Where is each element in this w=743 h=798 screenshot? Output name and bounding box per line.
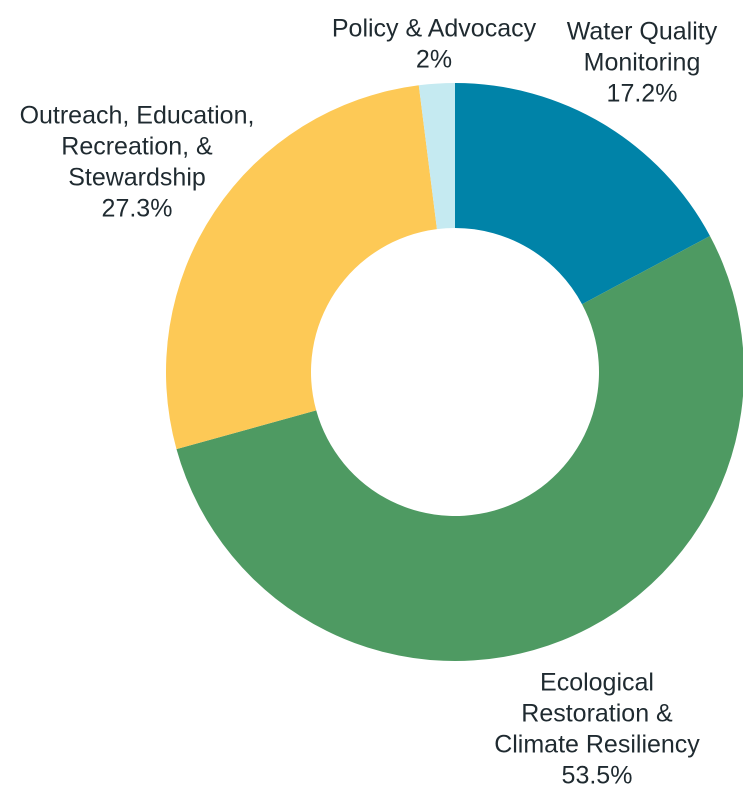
category-label-water-quality-monitoring: Monitoring xyxy=(584,49,701,77)
value-label-policy-advocacy: 2% xyxy=(416,46,452,74)
label-ecological-restoration: Ecological Restoration & Climate Resilienc… xyxy=(494,669,700,790)
slices-layer xyxy=(165,83,743,661)
category-label-water-quality-monitoring: Water Quality xyxy=(567,18,718,46)
slice-outreach-education xyxy=(165,85,437,450)
category-label-outreach-education: Recreation, & xyxy=(61,133,213,161)
slice-water-quality-monitoring xyxy=(455,83,710,305)
slice-ecological-restoration xyxy=(176,235,743,661)
slice-policy-advocacy xyxy=(418,83,455,230)
label-outreach-education: Outreach, Education, Recreation, & Steward… xyxy=(20,102,255,223)
value-label-ecological-restoration: 53.5% xyxy=(562,762,633,790)
labels-layer: Water Quality Monitoring 17.2% Ecological Re… xyxy=(20,15,718,790)
category-label-ecological-restoration: Climate Resiliency xyxy=(494,731,700,759)
value-label-water-quality-monitoring: 17.2% xyxy=(607,80,678,108)
category-label-policy-advocacy: Policy & Advocacy xyxy=(332,15,537,43)
category-label-ecological-restoration: Ecological xyxy=(540,669,654,697)
value-label-outreach-education: 27.3% xyxy=(102,195,173,223)
category-label-outreach-education: Outreach, Education, xyxy=(20,102,255,130)
category-label-outreach-education: Stewardship xyxy=(68,164,206,192)
category-label-ecological-restoration: Restoration & xyxy=(521,700,673,728)
label-water-quality-monitoring: Water Quality Monitoring 17.2% xyxy=(567,18,718,108)
label-policy-advocacy: Policy & Advocacy 2% xyxy=(332,15,537,74)
